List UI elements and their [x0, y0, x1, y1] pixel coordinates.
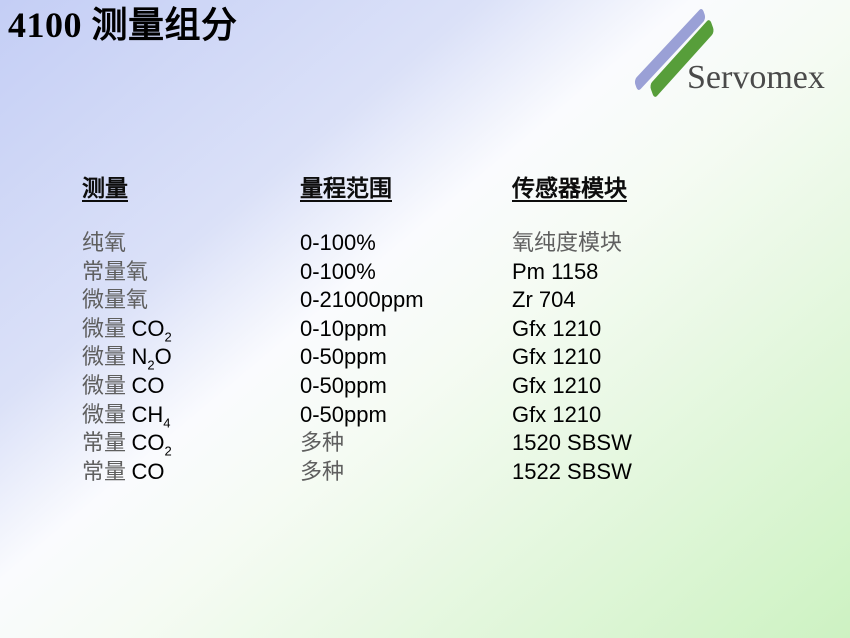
table-cell: 微量 CH4: [82, 401, 171, 430]
col-header-range: 量程范围: [300, 175, 392, 201]
table-cell: 0-50ppm: [300, 344, 387, 370]
table-cell: 微量 CO2: [82, 315, 172, 345]
table-cell: 微量 N2O: [82, 344, 172, 373]
page-title: 4100 测量组分: [8, 5, 238, 45]
servomex-logo: Servomex: [600, 0, 850, 130]
table-cell: 多种: [300, 430, 345, 456]
table-cell: 多种: [300, 458, 345, 484]
col-header-sensor-module: 传感器模块: [512, 175, 627, 201]
table-rows: 纯氧 0-100% 氧纯度模块常量氧 0-100% Pm 1158 微量氧 0-21000p…: [82, 229, 782, 486]
table-cell: Gfx 1210: [512, 315, 602, 341]
table-row: 微量 N2O 0-50ppm Gfx 1210: [82, 343, 782, 372]
table-header-row: 测量 量程范围 传感器模块: [82, 174, 782, 203]
table-cell: 常量氧: [82, 258, 149, 284]
table-cell: 常量 CO: [82, 458, 165, 484]
table-cell: 常量 CO2: [82, 430, 172, 459]
table-cell: 1520 SBSW: [512, 430, 632, 456]
logo-wordmark: Servomex: [687, 59, 825, 96]
table-row: 微量 CO 0-50ppm Gfx 1210: [82, 372, 782, 401]
table-row: 常量 CO2 多种 1520 SBSW: [82, 429, 782, 458]
table-cell: Gfx 1210: [512, 344, 602, 370]
table-row: 纯氧 0-100% 氧纯度模块: [82, 229, 782, 258]
table-cell: 氧纯度模块: [512, 230, 623, 255]
table-cell: 0-100%: [300, 258, 376, 284]
table-cell: 微量 CO: [82, 372, 165, 398]
table-cell: 微量氧: [82, 287, 149, 313]
table-cell: 0-100%: [300, 230, 376, 255]
table-cell: 0-50ppm: [300, 401, 387, 427]
table-cell: Pm 1158: [512, 258, 599, 284]
measurement-table: 测量 量程范围 传感器模块 纯氧 0-100% 氧纯度模块常量氧 0-100% Pm 1…: [82, 174, 782, 486]
table-row: 微量氧 0-21000ppm Zr 704: [82, 286, 782, 315]
table-cell: Gfx 1210: [512, 372, 602, 398]
table-cell: Gfx 1210: [512, 401, 602, 427]
col-header-measurement: 测量: [82, 175, 128, 201]
table-row: 常量 CO 多种 1522 SBSW: [82, 458, 782, 487]
table-row: 常量氧 0-100% Pm 1158: [82, 258, 782, 287]
table-row: 微量 CH4 0-50ppm Gfx 1210: [82, 401, 782, 430]
table-cell: Zr 704: [512, 287, 576, 313]
table-cell: 0-50ppm: [300, 372, 387, 398]
table-cell: 1522 SBSW: [512, 458, 632, 484]
table-cell: 纯氧: [82, 230, 127, 255]
table-cell: 0-10ppm: [300, 315, 387, 341]
table-row: 微量 CO2 0-10ppm Gfx 1210: [82, 315, 782, 344]
table-cell: 0-21000ppm: [300, 287, 424, 313]
